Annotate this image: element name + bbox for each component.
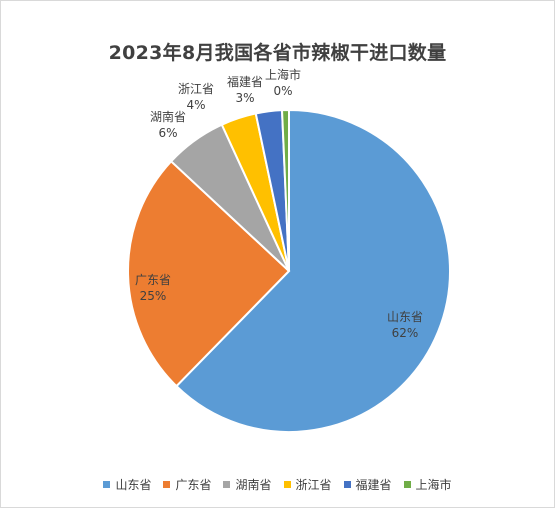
legend-swatch-5 <box>403 481 411 488</box>
legend-item-2: 湖南省 <box>223 476 272 493</box>
data-label-category-4: 福建省 <box>227 74 263 89</box>
legend-label-1: 广东省 <box>175 478 212 492</box>
data-label-category-1: 广东省 <box>135 273 171 287</box>
pie-slice-0 <box>175 108 452 433</box>
legend-label-0: 山东省 <box>115 478 152 492</box>
data-label-value-4: 3% <box>235 91 254 105</box>
legend-item-4: 福建省 <box>343 476 392 493</box>
data-label-category-0: 山东省 <box>387 310 423 324</box>
legend-item-5: 上海市 <box>403 476 452 493</box>
legend-item-3: 浙江省 <box>283 476 332 493</box>
legend-item-1: 广东省 <box>163 476 211 493</box>
legend-label-5: 上海市 <box>415 478 452 492</box>
data-label-category-5: 上海市 <box>265 67 301 82</box>
data-label-category-2: 湖南省 <box>150 109 186 124</box>
legend-swatch-3 <box>283 481 291 488</box>
legend-swatch-0 <box>103 481 111 488</box>
legend-swatch-2 <box>223 481 231 488</box>
chart-legend: 山东省 广东省 湖南省 浙江省 福建省 上海市 <box>0 476 555 493</box>
data-label-value-0: 62% <box>392 326 419 340</box>
data-label-value-1: 25% <box>140 289 167 303</box>
legend-label-2: 湖南省 <box>235 478 272 492</box>
legend-label-3: 浙江省 <box>295 478 332 492</box>
pie-slice-1 <box>127 159 291 388</box>
chart-title: 2023年8月我国各省市辣椒干进口数量 <box>108 42 447 64</box>
data-label-value-3: 4% <box>186 98 205 112</box>
data-label-value-2: 6% <box>158 126 177 140</box>
legend-swatch-4 <box>343 481 351 488</box>
legend-item-0: 山东省 <box>103 476 151 493</box>
pie-slice-5 <box>280 108 290 272</box>
legend-label-4: 福建省 <box>355 478 392 492</box>
data-label-category-3: 浙江省 <box>178 82 214 96</box>
legend-swatch-1 <box>163 481 171 488</box>
data-label-value-5: 0% <box>273 84 292 98</box>
